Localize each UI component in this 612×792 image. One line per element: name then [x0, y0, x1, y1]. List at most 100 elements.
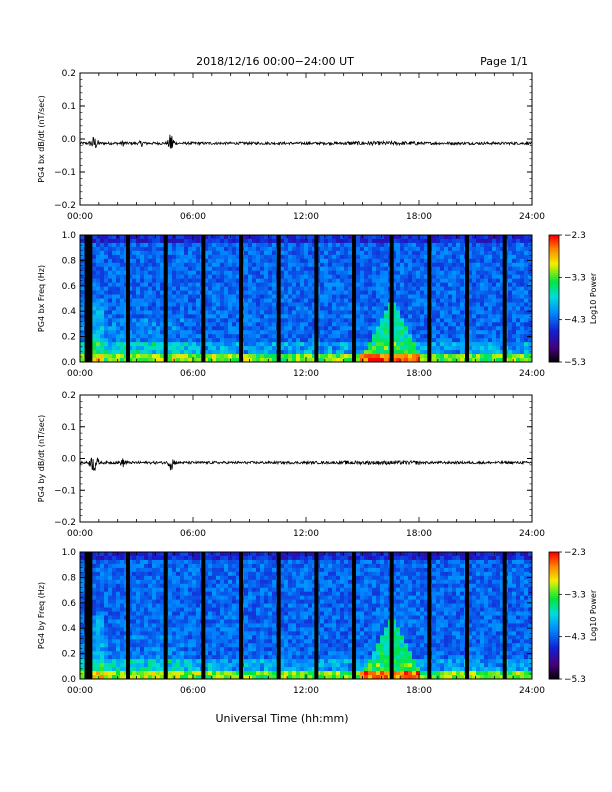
spectrogram-cell	[492, 258, 497, 264]
spectrogram-cell	[480, 238, 485, 244]
spectrogram-cell	[80, 563, 85, 569]
spectrogram-cell	[416, 254, 421, 260]
spectrogram-cell	[424, 278, 429, 284]
spectrogram-cell	[180, 591, 185, 597]
spectrogram-cell	[376, 298, 381, 303]
y-tick-label: −0.2	[54, 518, 76, 528]
spectrogram-cell	[268, 330, 273, 335]
spectrogram-cell	[340, 290, 345, 295]
spectrogram-cell	[156, 595, 161, 601]
spectrogram-cell	[336, 250, 341, 256]
spectrogram-cell	[272, 294, 277, 299]
spectrogram-cell	[356, 274, 361, 280]
x-tick-label: 00:00	[67, 212, 93, 222]
spectrogram-cell	[192, 579, 197, 585]
spectrogram-cell	[476, 298, 481, 303]
spectrogram-cell	[140, 286, 145, 291]
spectrogram-cell	[288, 290, 293, 295]
spectrogram-cell	[224, 310, 229, 315]
spectrogram-cell	[260, 274, 265, 280]
spectrogram-cell	[468, 322, 473, 327]
spectrogram-cell	[132, 615, 137, 620]
spectrogram-cell	[152, 639, 157, 644]
colorbar-step	[549, 262, 559, 266]
spectrogram-cell	[364, 242, 369, 248]
spectrogram-cell	[364, 294, 369, 299]
spectrogram-cell	[280, 270, 285, 276]
spectrogram-cell	[264, 298, 269, 303]
spectrogram-cell	[116, 603, 121, 608]
spectrogram-cell	[412, 274, 417, 280]
spectrogram-cell	[400, 238, 405, 244]
spectrogram-cell	[408, 322, 413, 327]
spectrogram-cell	[516, 278, 521, 284]
spectrogram-cell	[432, 298, 437, 303]
spectrogram-cell	[172, 302, 177, 307]
spectrogram-cell	[192, 334, 197, 339]
spectrogram-cell	[420, 350, 425, 355]
spectrogram-cell	[112, 274, 117, 280]
spectrogram-cell	[244, 290, 249, 295]
spectrogram-cell	[516, 354, 521, 359]
spectrogram-cell	[404, 338, 409, 343]
spectrogram-cell	[252, 262, 257, 268]
spectrogram-cell	[96, 246, 101, 252]
spectrogram-cell	[480, 338, 485, 343]
spectrogram-cell	[492, 286, 497, 291]
spectrogram-cell	[132, 330, 137, 335]
spectrogram-cell	[424, 282, 429, 287]
spectrogram-cell	[128, 563, 133, 569]
spectrogram-cell	[268, 306, 273, 311]
spectrogram-cell	[100, 282, 105, 287]
spectrogram-cell	[404, 334, 409, 339]
spectrogram-cell	[372, 235, 377, 240]
spectrogram-cell	[340, 282, 345, 287]
spectrogram-cell	[232, 258, 237, 264]
spectrogram-cell	[228, 354, 233, 359]
spectrogram-cell	[424, 235, 429, 240]
spectrogram-cell	[108, 611, 113, 616]
spectrogram-cell	[116, 278, 121, 284]
spectrogram-cell	[500, 282, 505, 287]
spectrogram-cell	[368, 346, 373, 351]
spectrogram-cell	[180, 552, 185, 557]
spectrogram-cell	[180, 659, 185, 664]
spectrogram-cell	[100, 643, 105, 648]
spectrogram-cell	[168, 603, 173, 608]
spectrogram-cell	[260, 278, 265, 284]
spectrogram-cell	[272, 338, 277, 343]
spectrogram-cell	[384, 350, 389, 355]
spectrogram-cell	[116, 310, 121, 315]
spectrogram-cell	[140, 266, 145, 272]
spectrogram-cell	[384, 314, 389, 319]
spectrogram-cell	[156, 266, 161, 272]
spectrogram-cell	[104, 282, 109, 287]
spectrogram-cell	[456, 334, 461, 339]
spectrogram-cell	[472, 346, 477, 351]
spectrogram-cell	[184, 342, 189, 347]
spectrogram-cell	[340, 358, 345, 363]
spectrogram-cell	[212, 282, 217, 287]
spectrogram-cell	[208, 262, 213, 268]
spectrogram-cell	[152, 302, 157, 307]
spectrogram-cell	[420, 302, 425, 307]
spectrogram-cell	[220, 270, 225, 276]
colorbar-step	[549, 266, 559, 270]
spectrogram-cell	[176, 675, 181, 680]
spectrogram-cell	[228, 298, 233, 303]
spectrogram-cell	[444, 338, 449, 343]
spectrogram-cell	[260, 354, 265, 359]
spectrogram-cell	[364, 298, 369, 303]
spectrogram-cell	[280, 242, 285, 248]
spectrogram-cell	[452, 302, 457, 307]
spectrogram-cell	[140, 583, 145, 589]
spectrogram-cell	[188, 342, 193, 347]
spectrogram-cell	[392, 266, 397, 272]
spectrogram-cell	[108, 346, 113, 351]
spectrogram-cell	[500, 270, 505, 276]
spectrogram-cell	[288, 238, 293, 244]
spectrogram-cell	[140, 235, 145, 240]
spectrogram-cell	[100, 631, 105, 636]
spectrogram-cell	[520, 302, 525, 307]
